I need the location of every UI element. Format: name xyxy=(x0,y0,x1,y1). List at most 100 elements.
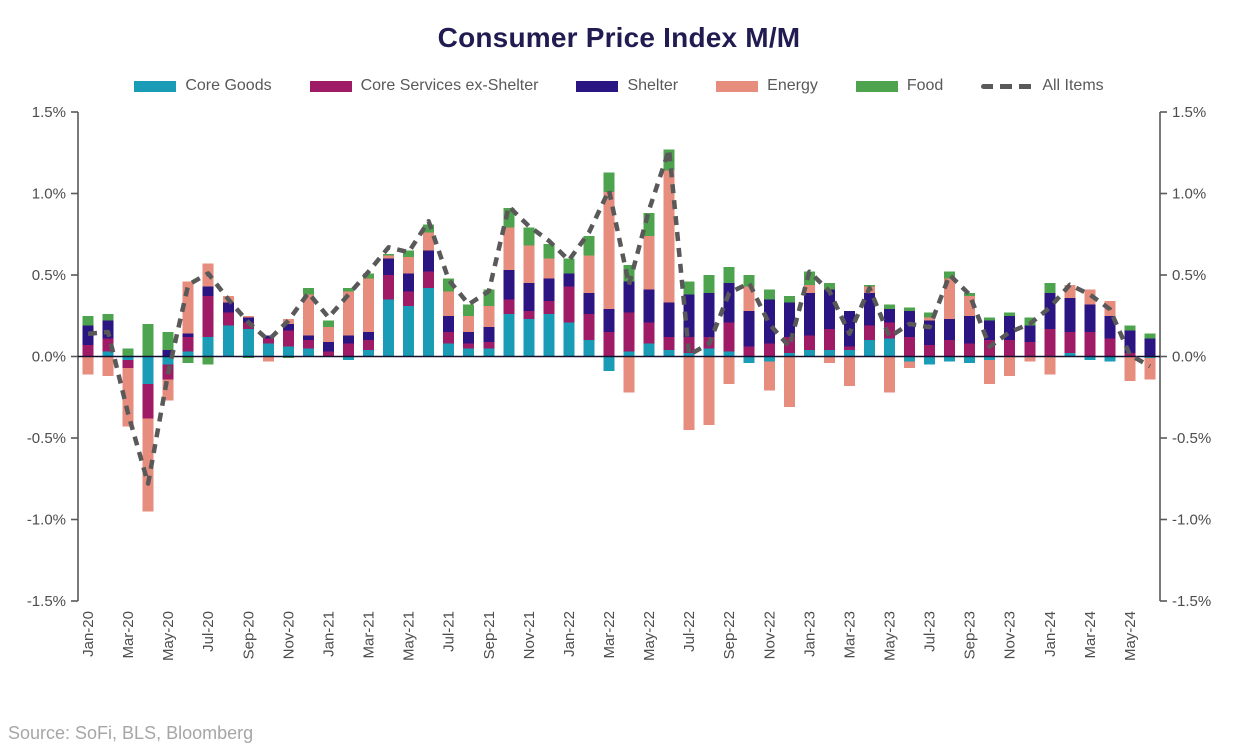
bar-segment xyxy=(823,356,835,364)
bar-segment xyxy=(242,315,254,318)
bar-segment xyxy=(1124,356,1136,381)
bar-segment xyxy=(703,356,715,425)
bar-segment xyxy=(583,255,595,293)
x-axis-tick-label: May-20 xyxy=(160,611,177,661)
bar-segment xyxy=(743,310,755,347)
bar-segment xyxy=(984,356,996,360)
x-axis-tick-label: Mar-23 xyxy=(841,611,858,659)
bar-segment xyxy=(663,336,675,350)
bar-segment xyxy=(463,332,475,344)
bar-segment xyxy=(1124,325,1136,331)
bar-segment xyxy=(443,278,455,292)
x-axis-tick-label: Mar-22 xyxy=(601,611,618,659)
x-axis-tick-label: Jan-20 xyxy=(80,611,97,657)
bar-segment xyxy=(302,335,314,341)
bar-segment xyxy=(162,356,174,365)
x-axis-tick-label: Nov-22 xyxy=(761,611,778,659)
bar-segment xyxy=(763,299,775,344)
bar-segment xyxy=(1084,356,1096,360)
x-axis-tick-label: Mar-20 xyxy=(120,611,137,659)
bar-segment xyxy=(483,348,495,357)
bar-segment xyxy=(162,349,174,357)
bar-segment xyxy=(503,314,515,357)
bar-segment xyxy=(583,292,595,315)
bar-segment xyxy=(543,314,555,357)
bar-segment xyxy=(843,346,855,350)
bar-segment xyxy=(242,322,254,329)
x-axis-tick-label: Jan-24 xyxy=(1042,611,1059,657)
cpi-stacked-bar-chart: 1.5% 1.5% 1.0% 1.0% 0.5% 0.5% 0.0% 0.0% -0.5% -0.… xyxy=(27,104,1211,661)
bar-segment xyxy=(1104,338,1116,357)
bar-segment xyxy=(863,284,875,287)
bar-segment xyxy=(723,356,735,385)
bar-segment xyxy=(262,335,274,339)
bar-segment xyxy=(944,319,956,341)
bar-segment xyxy=(182,333,194,337)
bar-segment xyxy=(803,292,815,336)
bar-segment xyxy=(463,304,475,316)
bar-segment xyxy=(1044,292,1056,329)
bar-segment xyxy=(603,191,615,310)
bar-segment xyxy=(683,281,695,295)
bar-segment xyxy=(823,289,835,329)
bar-segment xyxy=(803,349,815,357)
bar-segment xyxy=(944,356,956,362)
axes: 1.5% 1.5% 1.0% 1.0% 0.5% 0.5% 0.0% 0.0% -0.5% -0.… xyxy=(27,104,1211,610)
bar-segment xyxy=(262,356,274,362)
bar-segment xyxy=(663,349,675,357)
bar-segment xyxy=(302,348,314,357)
bar-segment xyxy=(543,244,555,259)
y-axis-tick-label-right: -0.5% xyxy=(1172,430,1211,447)
bar-segment xyxy=(723,266,735,284)
bar-segment xyxy=(82,345,94,357)
bar-segment xyxy=(623,281,635,313)
bar-segment xyxy=(663,302,675,337)
bar-segment xyxy=(683,356,695,430)
bar-segment xyxy=(683,294,695,337)
bar-segment xyxy=(603,172,615,192)
bar-segment xyxy=(924,320,936,346)
bar-segment xyxy=(383,255,395,259)
bar-segment xyxy=(1004,312,1016,316)
bar-segment xyxy=(102,320,114,339)
bar-segment xyxy=(222,302,234,313)
dashed-line-swatch-icon xyxy=(981,83,1034,89)
bar-segment xyxy=(663,170,675,303)
bar-segment xyxy=(543,278,555,302)
y-axis-tick-label-left: -1.5% xyxy=(27,593,66,610)
y-axis-tick-label-left: 0.5% xyxy=(32,267,66,284)
bar-segment xyxy=(944,278,956,320)
y-axis-tick-label-right: -1.0% xyxy=(1172,512,1211,529)
bar-segment xyxy=(763,361,775,391)
bar-segment xyxy=(783,302,795,337)
bar-segment xyxy=(423,288,435,357)
bar-segment xyxy=(202,356,214,365)
bar-segment xyxy=(383,275,395,300)
bar-segment xyxy=(583,235,595,256)
bar-segment xyxy=(1144,358,1156,380)
legend-item-core-goods: Core Goods xyxy=(134,77,272,95)
bar-segment xyxy=(763,356,775,362)
bar-segment xyxy=(623,265,635,282)
y-axis-tick-label-left: 1.0% xyxy=(32,186,66,203)
bar-segment xyxy=(1024,325,1036,342)
bar-segment xyxy=(443,291,455,316)
bar-segment xyxy=(1064,332,1076,354)
bar-segment xyxy=(523,319,535,357)
bar-segment xyxy=(383,299,395,357)
bar-segment xyxy=(944,271,956,279)
bar-segment xyxy=(763,343,775,357)
x-axis-tick-label: Sep-23 xyxy=(962,611,979,659)
bar-segment xyxy=(302,288,314,295)
bar-segment xyxy=(884,338,895,357)
bar-segment xyxy=(82,356,94,375)
x-axis-tick-label: Sep-22 xyxy=(721,611,738,659)
bar-segment xyxy=(162,379,174,401)
core-services-swatch-icon xyxy=(309,80,352,92)
bar-segment xyxy=(142,323,154,357)
bar-segment xyxy=(1004,340,1016,357)
bar-segment xyxy=(423,232,435,251)
bar-segment xyxy=(343,291,354,336)
bar-segment xyxy=(142,356,154,385)
bar-segment xyxy=(623,356,635,393)
